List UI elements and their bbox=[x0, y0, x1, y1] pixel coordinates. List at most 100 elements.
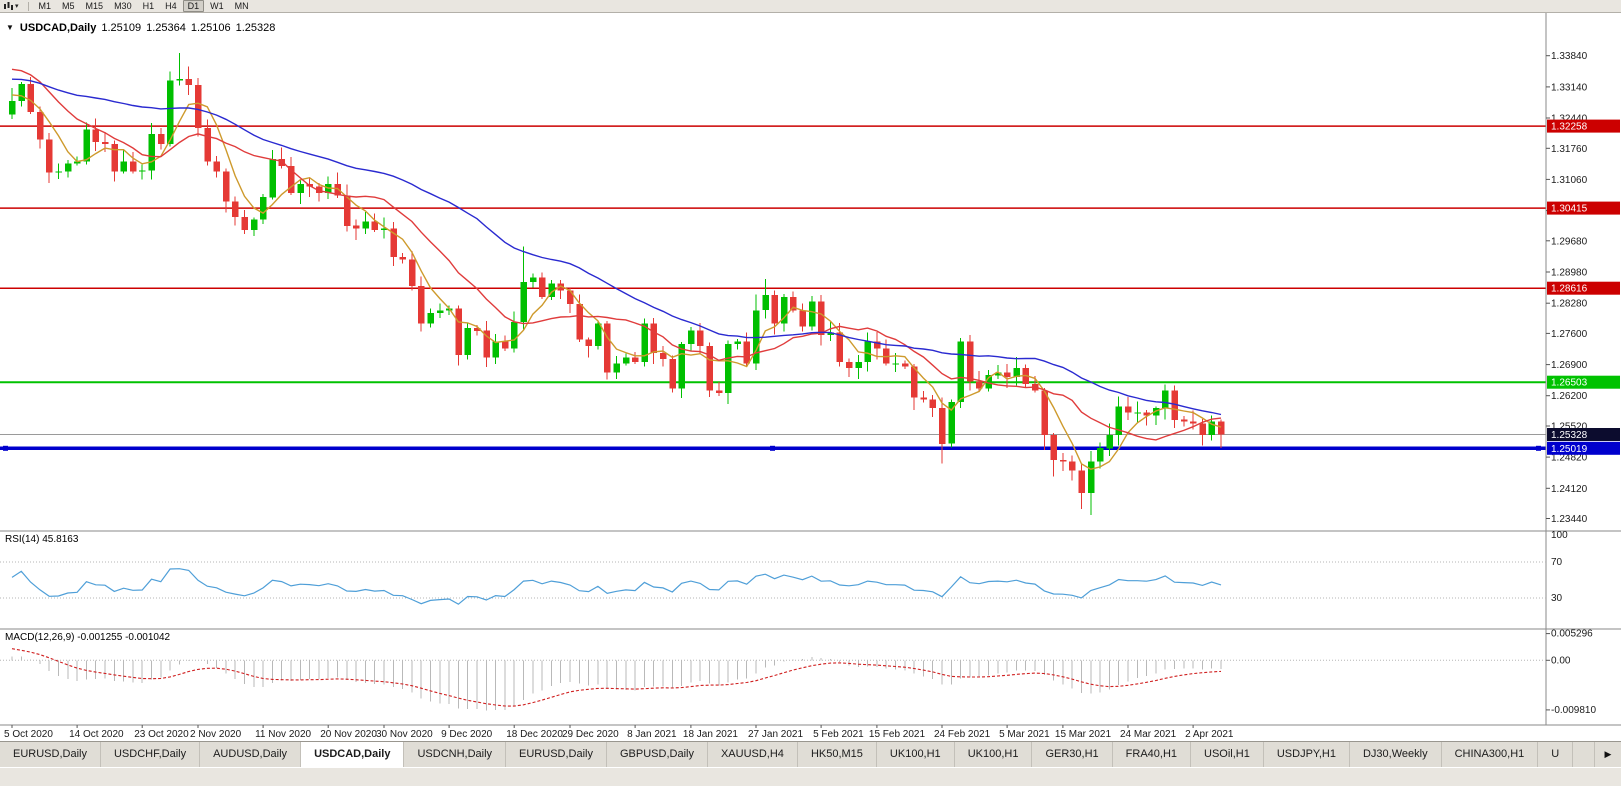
timeframe-button-d1[interactable]: D1 bbox=[182, 0, 205, 12]
timeframe-button-m5[interactable]: M5 bbox=[62, 1, 75, 11]
axis-label-support-blue bbox=[1547, 441, 1620, 455]
svg-text:1.26900: 1.26900 bbox=[1551, 360, 1588, 371]
tab-eurusd-daily[interactable]: EURUSD,Daily bbox=[0, 742, 101, 767]
macd-indicator-label: MACD(12,26,9) -0.001255 -0.001042 bbox=[5, 632, 171, 643]
timeframe-toolbar: ▾ M1 M5 M15 M30 H1 H4 D1 W1 MN bbox=[0, 0, 1621, 13]
tab-fra40-h1[interactable]: FRA40,H1 bbox=[1113, 742, 1192, 767]
svg-text:11 Nov 2020: 11 Nov 2020 bbox=[255, 729, 311, 740]
timeframe-button-m30[interactable]: M30 bbox=[114, 1, 132, 11]
toolbar-separator bbox=[27, 1, 29, 11]
svg-text:24 Mar 2021: 24 Mar 2021 bbox=[1120, 729, 1177, 740]
chevron-down-icon: ▾ bbox=[15, 2, 19, 10]
svg-text:1.28980: 1.28980 bbox=[1551, 268, 1588, 279]
tab-uk100-h1[interactable]: UK100,H1 bbox=[877, 742, 955, 767]
svg-text:27 Jan 2021: 27 Jan 2021 bbox=[748, 729, 803, 740]
svg-text:30 Nov 2020: 30 Nov 2020 bbox=[376, 729, 433, 740]
svg-text:1.32258: 1.32258 bbox=[1551, 122, 1588, 133]
svg-text:1.28616: 1.28616 bbox=[1551, 284, 1588, 295]
svg-text:1.23440: 1.23440 bbox=[1551, 514, 1588, 525]
tab-dj30-weekly[interactable]: DJ30,Weekly bbox=[1350, 742, 1442, 767]
svg-text:1.31060: 1.31060 bbox=[1551, 175, 1588, 186]
chart-title: ▼ USDCAD,Daily 1.25109 1.25364 1.25106 1… bbox=[6, 22, 275, 34]
axis-label-support-green bbox=[1547, 375, 1620, 389]
macd-histogram bbox=[11, 656, 1222, 711]
svg-text:1.25520: 1.25520 bbox=[1551, 422, 1588, 433]
one-click-trading-icon[interactable]: ▼ bbox=[6, 23, 14, 32]
svg-text:5 Feb 2021: 5 Feb 2021 bbox=[813, 729, 864, 740]
timeframe-button-h4[interactable]: H4 bbox=[165, 1, 177, 11]
ohlc-close: 1.25328 bbox=[235, 22, 276, 34]
tab-scroll-right-button[interactable]: ▶ bbox=[1594, 742, 1621, 767]
ohlc-low: 1.25106 bbox=[190, 22, 231, 34]
ohlc-open: 1.25109 bbox=[101, 22, 142, 34]
svg-text:1.31760: 1.31760 bbox=[1551, 144, 1588, 155]
status-bar bbox=[0, 767, 1621, 786]
svg-text:14 Oct 2020: 14 Oct 2020 bbox=[69, 729, 124, 740]
timeframe-button-mn[interactable]: MN bbox=[234, 1, 249, 11]
price-chart[interactable]: 100 70 30 0.005296 0.00 -0.009810 1.33840 1.331… bbox=[0, 13, 1621, 741]
macd-signal-line bbox=[11, 648, 1222, 707]
svg-text:8 Jan 2021: 8 Jan 2021 bbox=[627, 729, 677, 740]
svg-text:0.00: 0.00 bbox=[1551, 655, 1571, 666]
svg-text:2 Apr 2021: 2 Apr 2021 bbox=[1185, 729, 1234, 740]
svg-text:1.26200: 1.26200 bbox=[1551, 391, 1588, 402]
tab-gbpusd-daily[interactable]: GBPUSD,Daily bbox=[607, 742, 708, 767]
svg-text:1.24120: 1.24120 bbox=[1551, 484, 1588, 495]
rsi-line bbox=[11, 568, 1222, 605]
ohlc-high: 1.25364 bbox=[146, 22, 186, 34]
svg-text:1.25328: 1.25328 bbox=[1551, 430, 1588, 441]
hline-handle bbox=[3, 445, 8, 451]
ma-slow bbox=[11, 78, 1222, 416]
tab-u[interactable]: U bbox=[1538, 742, 1574, 767]
svg-text:1.29680: 1.29680 bbox=[1551, 236, 1588, 247]
ma-mid bbox=[11, 68, 1222, 441]
axis-label-resistance-2 bbox=[1547, 201, 1620, 215]
svg-text:1.28280: 1.28280 bbox=[1551, 299, 1588, 310]
svg-text:24 Feb 2021: 24 Feb 2021 bbox=[934, 729, 991, 740]
tab-usdcad-daily[interactable]: USDCAD,Daily bbox=[301, 742, 405, 767]
candlestick-chart-icon bbox=[4, 1, 13, 10]
tab-china300-h1[interactable]: CHINA300,H1 bbox=[1442, 742, 1539, 767]
svg-text:15 Feb 2021: 15 Feb 2021 bbox=[869, 729, 926, 740]
axis-label-current-price bbox=[1547, 428, 1620, 441]
tab-usdcnh-daily[interactable]: USDCNH,Daily bbox=[404, 742, 507, 767]
svg-text:2 Nov 2020: 2 Nov 2020 bbox=[190, 729, 242, 740]
tab-usdjpy-h1[interactable]: USDJPY,H1 bbox=[1264, 742, 1350, 767]
svg-text:29 Dec 2020: 29 Dec 2020 bbox=[562, 729, 619, 740]
chart-type-button[interactable]: ▾ bbox=[3, 1, 19, 11]
svg-text:1.25019: 1.25019 bbox=[1551, 444, 1588, 455]
tab-audusd-daily[interactable]: AUDUSD,Daily bbox=[200, 742, 302, 767]
hline-handle bbox=[1536, 445, 1541, 451]
svg-text:23 Oct 2020: 23 Oct 2020 bbox=[134, 729, 189, 740]
axis-label-resistance-1 bbox=[1547, 119, 1620, 133]
scroll-right-icon: ▶ bbox=[1604, 749, 1612, 759]
timeframe-button-h1[interactable]: H1 bbox=[142, 1, 155, 11]
tab-uk100-h1[interactable]: UK100,H1 bbox=[955, 742, 1033, 767]
svg-text:1.33840: 1.33840 bbox=[1551, 51, 1588, 62]
svg-text:20 Nov 2020: 20 Nov 2020 bbox=[320, 729, 377, 740]
svg-text:5 Oct 2020: 5 Oct 2020 bbox=[4, 729, 53, 740]
timeframe-button-w1[interactable]: W1 bbox=[210, 1, 224, 11]
svg-text:5 Mar 2021: 5 Mar 2021 bbox=[999, 729, 1050, 740]
chart-tabs: EURUSD,Daily USDCHF,Daily AUDUSD,Daily USDC… bbox=[0, 742, 1594, 767]
candles bbox=[9, 53, 1225, 515]
tab-usdchf-daily[interactable]: USDCHF,Daily bbox=[101, 742, 201, 767]
svg-text:1.26503: 1.26503 bbox=[1551, 378, 1588, 389]
chart-area[interactable]: 100 70 30 0.005296 0.00 -0.009810 1.33840 1.331… bbox=[0, 13, 1621, 741]
tab-eurusd-daily[interactable]: EURUSD,Daily bbox=[506, 742, 607, 767]
axis-label-resistance-3 bbox=[1547, 281, 1620, 295]
timeframe-button-m1[interactable]: M1 bbox=[38, 1, 52, 11]
svg-text:100: 100 bbox=[1551, 530, 1568, 541]
tab-ger30-h1[interactable]: GER30,H1 bbox=[1032, 742, 1113, 767]
svg-text:1.33140: 1.33140 bbox=[1551, 82, 1588, 93]
svg-text:18 Jan 2021: 18 Jan 2021 bbox=[683, 729, 738, 740]
tab-xauusd-h4[interactable]: XAUUSD,H4 bbox=[708, 742, 798, 767]
tab-usoil-h1[interactable]: USOil,H1 bbox=[1191, 742, 1264, 767]
timeframe-button-m15[interactable]: M15 bbox=[85, 1, 104, 11]
svg-text:18 Dec 2020: 18 Dec 2020 bbox=[506, 729, 563, 740]
svg-text:70: 70 bbox=[1551, 557, 1563, 568]
tab-hk50-m15[interactable]: HK50,M15 bbox=[798, 742, 877, 767]
chart-tab-bar: EURUSD,Daily USDCHF,Daily AUDUSD,Daily USDC… bbox=[0, 741, 1621, 767]
svg-text:9 Dec 2020: 9 Dec 2020 bbox=[441, 729, 493, 740]
svg-text:1.24820: 1.24820 bbox=[1551, 453, 1588, 464]
